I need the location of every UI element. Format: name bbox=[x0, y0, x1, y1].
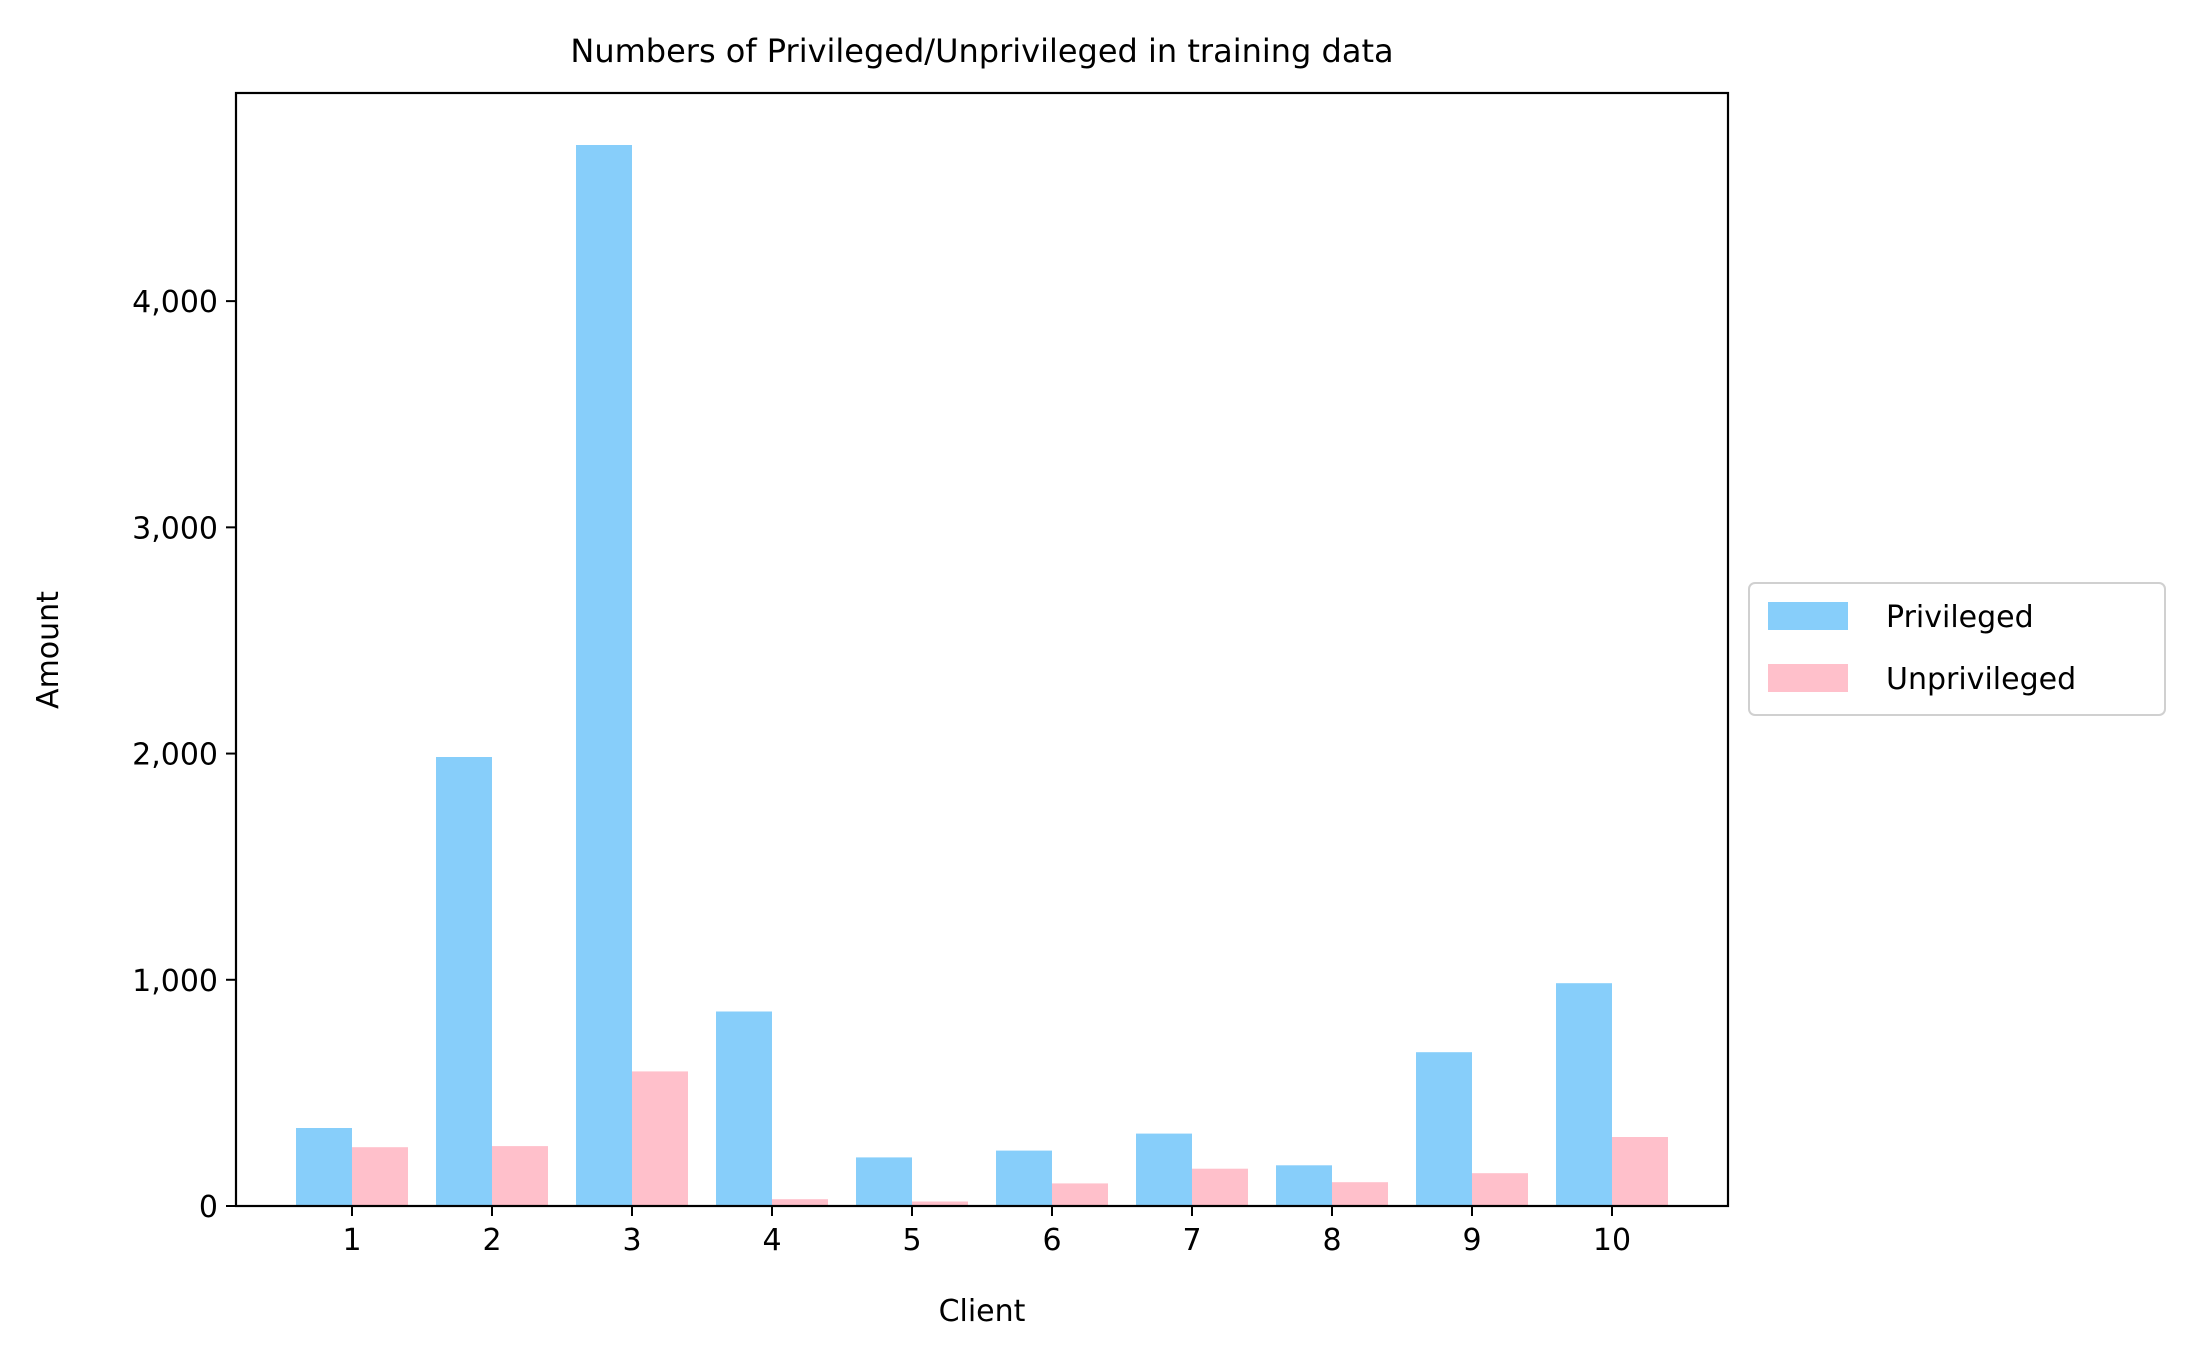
y-tick-label: 2,000 bbox=[132, 738, 218, 773]
x-tick-label: 10 bbox=[1593, 1223, 1631, 1258]
bar-privileged-10 bbox=[1556, 983, 1612, 1206]
bar-privileged-9 bbox=[1416, 1052, 1472, 1206]
y-axis-label: Amount bbox=[31, 591, 66, 709]
x-axis-label: Client bbox=[939, 1294, 1026, 1329]
bar-unprivileged-7 bbox=[1192, 1168, 1248, 1206]
bar-unprivileged-10 bbox=[1612, 1137, 1668, 1206]
legend-swatch-unprivileged bbox=[1768, 664, 1848, 692]
x-tick-label: 1 bbox=[342, 1223, 361, 1258]
legend-frame bbox=[1748, 582, 2166, 716]
x-tick-label: 7 bbox=[1182, 1223, 1201, 1258]
bar-privileged-4 bbox=[716, 1011, 772, 1206]
bar-unprivileged-2 bbox=[492, 1146, 548, 1206]
x-tick-label: 3 bbox=[622, 1223, 641, 1258]
bars-layer bbox=[296, 145, 1668, 1206]
x-tick-label: 2 bbox=[482, 1223, 501, 1258]
bar-privileged-3 bbox=[576, 145, 632, 1206]
bar-privileged-5 bbox=[856, 1157, 912, 1206]
y-tick-label: 1,000 bbox=[132, 964, 218, 999]
x-tick-label: 8 bbox=[1322, 1223, 1341, 1258]
legend-swatch-privileged bbox=[1768, 602, 1848, 630]
x-tick-label: 9 bbox=[1462, 1223, 1481, 1258]
x-axis-ticks: 1 2 3 4 5 6 7 8 9 10 bbox=[342, 1206, 1631, 1258]
bar-privileged-8 bbox=[1276, 1165, 1332, 1206]
x-tick-label: 6 bbox=[1042, 1223, 1061, 1258]
bar-privileged-1 bbox=[296, 1128, 352, 1206]
bar-unprivileged-1 bbox=[352, 1147, 408, 1206]
bar-privileged-2 bbox=[436, 757, 492, 1206]
chart-title: Numbers of Privileged/Unprivileged in tr… bbox=[570, 32, 1393, 70]
legend-label-privileged: Privileged bbox=[1886, 600, 2034, 635]
bar-unprivileged-8 bbox=[1332, 1182, 1388, 1206]
bar-privileged-7 bbox=[1136, 1133, 1192, 1206]
bar-unprivileged-9 bbox=[1472, 1173, 1528, 1206]
bar-unprivileged-5 bbox=[912, 1201, 968, 1206]
y-axis-ticks: 0 1,000 2,000 3,000 4,000 bbox=[132, 285, 236, 1225]
bar-unprivileged-6 bbox=[1052, 1183, 1108, 1206]
x-tick-label: 5 bbox=[902, 1223, 921, 1258]
bar-unprivileged-4 bbox=[772, 1199, 828, 1206]
plot-frame bbox=[234, 91, 1730, 1208]
x-tick-label: 4 bbox=[762, 1223, 781, 1258]
y-tick-label: 3,000 bbox=[132, 511, 218, 546]
bar-unprivileged-3 bbox=[632, 1071, 688, 1206]
bar-privileged-6 bbox=[996, 1150, 1052, 1206]
legend: Privileged Unprivileged bbox=[1748, 582, 2166, 716]
y-tick-label: 0 bbox=[199, 1190, 218, 1225]
y-tick-label: 4,000 bbox=[132, 285, 218, 320]
legend-label-unprivileged: Unprivileged bbox=[1886, 662, 2076, 697]
